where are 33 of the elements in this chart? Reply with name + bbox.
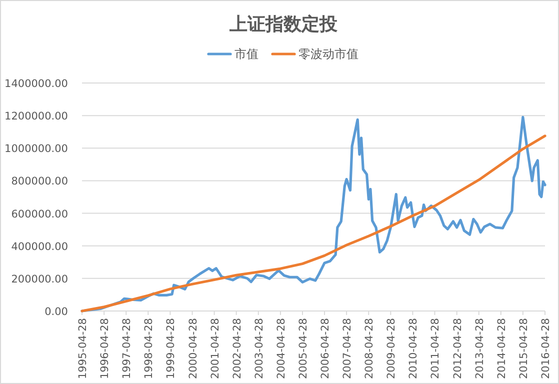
x-tick-label: 2009-04-28 xyxy=(386,318,398,380)
y-tick-label: 1000000.00 xyxy=(4,143,68,156)
x-tick-label: 1995-04-28 xyxy=(77,318,89,380)
x-tick-label: 2006-04-28 xyxy=(320,318,332,380)
y-tick-label: 1400000.00 xyxy=(4,78,68,90)
x-tick-label: 2016-04-28 xyxy=(540,318,552,380)
x-tick-label: 1999-04-28 xyxy=(165,318,178,380)
x-tick-label: 2003-04-28 xyxy=(253,318,266,380)
chart-title: 上证指数定投 xyxy=(228,14,338,35)
y-tick-label: 800000.00 xyxy=(11,176,68,188)
x-tick-label: 2008-04-28 xyxy=(364,318,376,380)
x-tick-label: 2005-04-28 xyxy=(297,318,310,380)
x-tick-label: 1996-04-28 xyxy=(99,318,112,380)
y-tick-label: 1200000.00 xyxy=(4,110,68,123)
x-tick-label: 2013-04-28 xyxy=(474,318,486,380)
x-tick-label: 2004-04-28 xyxy=(275,318,288,380)
legend-label: 零波动市值 xyxy=(298,47,358,61)
x-tick-label: 2010-04-28 xyxy=(408,318,420,380)
x-tick-label: 2007-04-28 xyxy=(342,318,354,380)
x-tick-label: 2011-04-28 xyxy=(430,318,442,380)
x-tick-label: 2000-04-28 xyxy=(187,318,200,380)
x-tick-label: 2002-04-28 xyxy=(231,318,244,380)
x-tick-label: 2001-04-28 xyxy=(209,318,222,380)
x-tick-label: 1998-04-28 xyxy=(143,318,156,380)
legend-label: 市值 xyxy=(234,47,258,61)
y-tick-label: 600000.00 xyxy=(11,208,68,220)
x-tick-label: 2012-04-28 xyxy=(452,318,464,380)
y-tick-label: 0.00 xyxy=(44,306,68,318)
x-tick-label: 2014-04-28 xyxy=(496,318,508,380)
y-tick-label: 200000.00 xyxy=(11,273,68,286)
y-tick-label: 400000.00 xyxy=(11,240,68,253)
x-tick-label: 1997-04-28 xyxy=(121,318,134,380)
x-tick-label: 2015-04-28 xyxy=(518,318,530,380)
